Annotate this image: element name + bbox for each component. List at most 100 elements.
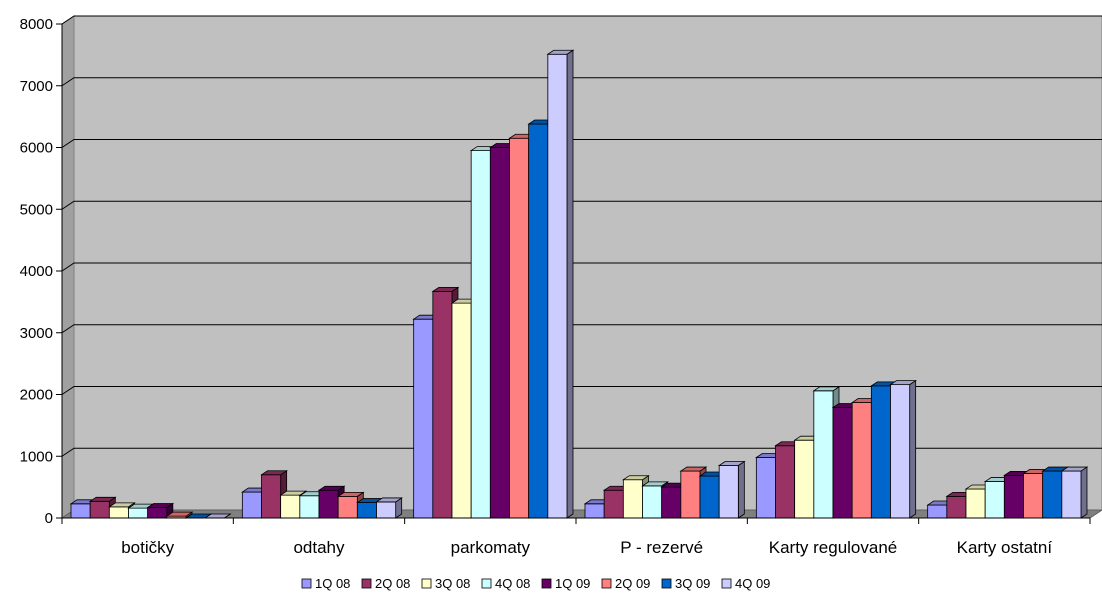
bar-top xyxy=(260,470,288,476)
y-tick-label: 4000 xyxy=(20,263,53,280)
bar-front xyxy=(318,489,339,519)
bar-top xyxy=(375,497,403,503)
legend-swatch xyxy=(361,578,372,589)
bar-top xyxy=(1060,466,1089,472)
bar-front xyxy=(241,491,262,519)
bar-top xyxy=(146,503,175,508)
legend-label: 1Q 09 xyxy=(555,576,590,591)
bar-front xyxy=(528,123,549,519)
gridline xyxy=(61,386,1102,395)
bar-front xyxy=(337,495,358,519)
legend-label: 1Q 08 xyxy=(315,576,350,591)
y-tick-label: 7000 xyxy=(20,78,53,95)
x-tick-label: botičky xyxy=(121,538,174,557)
bars xyxy=(69,49,1089,519)
bar-side xyxy=(1080,466,1088,519)
bar-top xyxy=(165,511,194,517)
bar-front xyxy=(813,390,834,519)
y-axis: 0 1000 2000 3000 4000 5000 6000 7000 8000 xyxy=(20,16,63,527)
x-tick-label: P - rezervé xyxy=(620,538,703,557)
bar-top xyxy=(717,461,746,466)
bar-4q-09-3 xyxy=(717,460,746,519)
bar-4q-09-1 xyxy=(375,497,403,519)
bar-front xyxy=(280,494,301,519)
bar-top xyxy=(679,466,708,472)
bar-front xyxy=(509,137,530,519)
legend-swatch xyxy=(301,578,312,589)
y-tick-label: 5000 xyxy=(20,201,53,218)
gridline xyxy=(61,200,1102,210)
bar-front xyxy=(470,150,491,519)
legend-swatch xyxy=(721,578,732,589)
gridline xyxy=(61,262,1102,272)
bar-front xyxy=(1023,473,1044,519)
bar-front xyxy=(832,407,853,519)
bar-front xyxy=(413,318,434,519)
bar-top xyxy=(317,485,346,491)
bar-front xyxy=(851,402,872,519)
y-tick-label: 8000 xyxy=(20,16,53,33)
bar-front xyxy=(775,445,796,519)
gridline xyxy=(61,447,1102,457)
bar-front xyxy=(261,474,282,519)
legend-swatch xyxy=(421,578,432,589)
bar-top xyxy=(889,380,917,386)
y-tick-label: 1000 xyxy=(20,448,53,465)
bar-front xyxy=(642,485,663,519)
bar-top xyxy=(431,286,460,292)
bar-front xyxy=(108,506,129,519)
bar-4q-09-5 xyxy=(1060,466,1089,519)
bar-top xyxy=(546,49,575,55)
bar-top xyxy=(622,475,650,481)
bar-front xyxy=(622,479,643,519)
plot-area xyxy=(60,15,1102,519)
bar-front xyxy=(70,503,91,519)
x-tick-label: odtahy xyxy=(293,538,345,557)
y-tick-label: 3000 xyxy=(20,325,53,342)
legend-swatch xyxy=(661,578,672,589)
legend-label: 4Q 09 xyxy=(735,576,770,591)
legend-swatch xyxy=(541,578,552,589)
bar-front xyxy=(356,502,377,519)
bar-front xyxy=(984,481,1005,519)
bar-front xyxy=(794,439,815,519)
bar-top xyxy=(641,481,669,487)
legend-label: 3Q 08 xyxy=(435,576,470,591)
bar-front xyxy=(89,500,110,519)
legend-label: 2Q 09 xyxy=(615,576,650,591)
bar-front xyxy=(128,507,149,519)
legend-label: 4Q 08 xyxy=(495,576,530,591)
bar-front xyxy=(489,147,510,519)
legend-label: 2Q 08 xyxy=(375,576,410,591)
x-axis: botičky odtahy parkomaty P - rezervé Karty r… xyxy=(61,517,1091,557)
gridlines xyxy=(61,15,1102,457)
bar-front xyxy=(661,486,682,519)
y-tick-label: 0 xyxy=(45,510,53,527)
bar-front xyxy=(718,465,739,519)
bar-front xyxy=(755,457,776,519)
bar-top xyxy=(812,386,841,392)
legend-swatch xyxy=(601,578,612,589)
bar-front xyxy=(451,302,472,519)
bar-front xyxy=(870,385,891,519)
bar-front xyxy=(376,501,397,519)
bar-front xyxy=(299,495,320,519)
bar-top xyxy=(336,491,365,497)
gridline xyxy=(61,324,1102,334)
bar-front xyxy=(699,475,720,519)
bar-front xyxy=(547,53,568,519)
bar-front xyxy=(432,290,453,519)
bar-top xyxy=(88,496,117,502)
bar-side xyxy=(909,379,917,519)
bar-4q-09-4 xyxy=(889,379,917,519)
bar-front xyxy=(584,503,605,519)
gridline xyxy=(61,15,1102,25)
bar-front xyxy=(965,488,986,519)
bar-4q-09-2 xyxy=(546,49,575,519)
bar-front xyxy=(1003,474,1024,519)
legend-swatch xyxy=(481,578,492,589)
bar-side xyxy=(566,49,574,519)
bar-front xyxy=(890,384,911,519)
legend: 1Q 08 2Q 08 3Q 08 4Q 08 1Q 09 2Q 09 3Q 09 4Q 09 xyxy=(301,576,770,591)
